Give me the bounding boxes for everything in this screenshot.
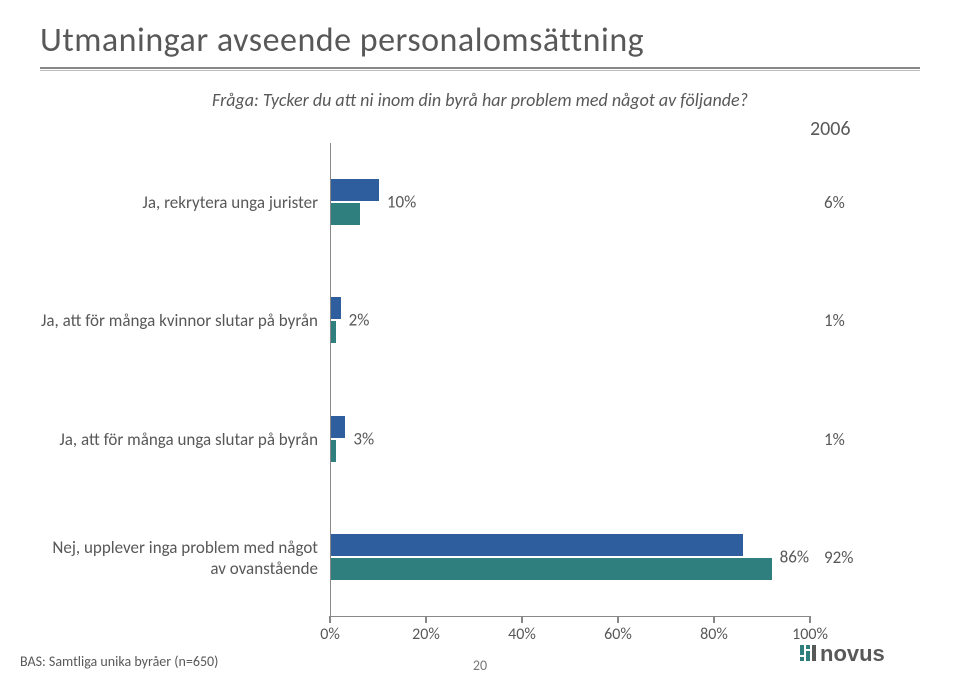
side-row: 6%	[810, 143, 900, 262]
side-value: 6%	[810, 192, 900, 213]
chart: 2006 Ja, rekrytera unga jurister Ja, att …	[40, 117, 920, 617]
bar-value-label: 3%	[353, 428, 374, 449]
novus-logo-icon: novus	[800, 639, 920, 669]
side-row: 1%	[810, 262, 900, 381]
bar-series2	[331, 321, 336, 343]
side-value: 1%	[810, 429, 900, 450]
bar-value-label: 86%	[780, 546, 809, 567]
footer-note: BAS: Samtliga unika byråer (n=650)	[20, 653, 218, 670]
bar-row: 10%	[331, 143, 810, 261]
bar-series2	[331, 558, 772, 580]
side-row: 1%	[810, 380, 900, 499]
y-label-row: Ja, att för många unga slutar på byrån	[40, 380, 330, 499]
tick-line	[521, 616, 523, 623]
category-label: Ja, att för många kvinnor slutar på byrå…	[40, 310, 330, 331]
title-rule	[40, 67, 920, 71]
y-label-row: Ja, rekrytera unga jurister	[40, 143, 330, 262]
y-label-row: Ja, att för många kvinnor slutar på byrå…	[40, 262, 330, 381]
tick-line	[425, 616, 427, 623]
bar-row: 3%	[331, 380, 810, 498]
bar-series2	[331, 440, 336, 462]
bar-row: 86%	[331, 498, 810, 616]
page-title: Utmaningar avseende personalomsättning	[40, 20, 920, 61]
bar-group: 86%	[331, 498, 810, 616]
spacer	[330, 117, 810, 143]
tick-line	[617, 616, 619, 623]
spacer	[40, 117, 330, 143]
bar-series1	[331, 179, 379, 201]
bar-row: 2%	[331, 261, 810, 379]
bar-series1	[331, 297, 341, 319]
tick-label: 80%	[694, 625, 734, 644]
side-value: 92%	[810, 547, 900, 568]
tick-label: 40%	[502, 625, 542, 644]
plot-area: 10% 2% 3% 86%	[330, 143, 810, 617]
page-number: 20	[473, 657, 487, 674]
y-labels: Ja, rekrytera unga jurister Ja, att för m…	[40, 143, 330, 617]
chart-body: Ja, rekrytera unga jurister Ja, att för m…	[40, 143, 920, 617]
tick-label: 0%	[310, 625, 350, 644]
side-row: 92%	[810, 499, 900, 618]
chart-header-row: 2006	[40, 117, 920, 143]
bar-group: 3%	[331, 380, 810, 498]
tick-label: 20%	[406, 625, 446, 644]
bar-group: 10%	[331, 143, 810, 261]
subtitle: Fråga: Tycker du att ni inom din byrå ha…	[40, 89, 920, 111]
bar-series2	[331, 203, 360, 225]
category-label: Nej, upplever inga problem med något av …	[40, 537, 330, 580]
page: Utmaningar avseende personalomsättning F…	[0, 0, 960, 688]
bar-value-label: 10%	[387, 192, 416, 213]
logo: novus	[800, 639, 920, 674]
bar-series1	[331, 534, 743, 556]
tick-line	[713, 616, 715, 623]
bar-value-label: 2%	[349, 310, 370, 331]
logo-text: novus	[820, 641, 885, 666]
title-wrap: Utmaningar avseende personalomsättning	[40, 20, 920, 61]
tick-line	[809, 616, 811, 623]
tick-label: 60%	[598, 625, 638, 644]
category-label: Ja, rekrytera unga jurister	[40, 192, 330, 213]
side-value: 1%	[810, 310, 900, 331]
side-column: 6% 1% 1% 92%	[810, 143, 900, 617]
bar-group: 2%	[331, 261, 810, 379]
tick-line	[329, 616, 331, 623]
y-label-row: Nej, upplever inga problem med något av …	[40, 499, 330, 618]
category-label: Ja, att för många unga slutar på byrån	[40, 429, 330, 450]
bar-series1	[331, 416, 345, 438]
side-header: 2006	[810, 117, 861, 143]
